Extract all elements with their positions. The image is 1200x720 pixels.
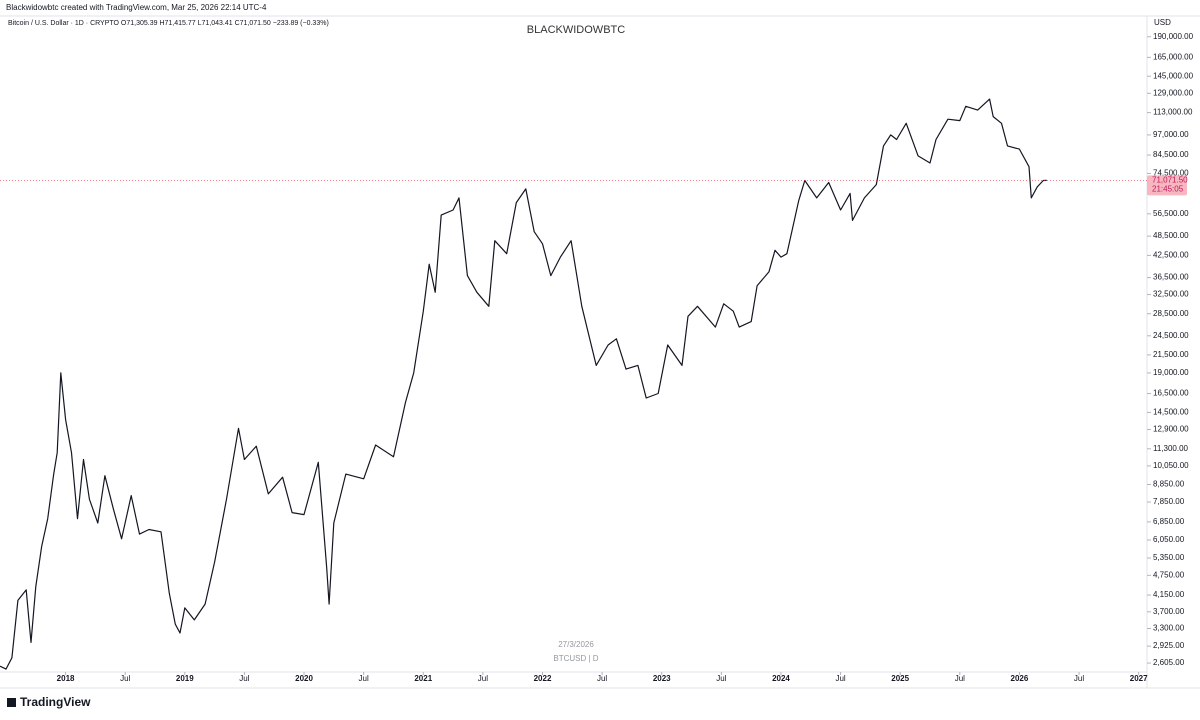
y-tick-label: 190,000.00 (1153, 32, 1194, 41)
x-tick-label: Jul (955, 674, 965, 683)
y-tick-label: 56,500.00 (1153, 209, 1189, 218)
y-tick-label: 11,300.00 (1153, 444, 1189, 453)
x-tick-label: 2026 (1011, 674, 1029, 683)
watermark-symbol: BTCUSD | D (553, 654, 598, 663)
x-tick-label: Jul (359, 674, 369, 683)
logo: TradingView (7, 695, 91, 709)
y-tick-label: 36,500.00 (1153, 273, 1189, 282)
x-tick-label: Jul (478, 674, 488, 683)
countdown: 21:45:05 (1152, 184, 1184, 193)
x-tick-label: 2024 (772, 674, 790, 683)
y-tick-label: 97,000.00 (1153, 130, 1189, 139)
x-tick-label: 2018 (57, 674, 75, 683)
y-axis-label: USD (1154, 18, 1171, 27)
x-tick-label: Jul (716, 674, 726, 683)
y-tick-label: 113,000.00 (1153, 108, 1193, 117)
y-tick-label: 24,500.00 (1153, 331, 1189, 340)
logo-icon (7, 698, 16, 707)
logo-text: TradingView (20, 695, 91, 709)
x-tick-label: 2025 (891, 674, 909, 683)
y-tick-label: 2,925.00 (1153, 641, 1185, 650)
credit: Blackwidowbtc created with TradingView.c… (6, 3, 267, 12)
x-tick-label: Jul (120, 674, 130, 683)
y-tick-label: 3,700.00 (1153, 607, 1185, 616)
y-tick-label: 6,850.00 (1153, 517, 1185, 526)
y-tick-label: 165,000.00 (1153, 52, 1194, 61)
y-tick-label: 48,500.00 (1153, 231, 1189, 240)
y-tick-label: 12,900.00 (1153, 425, 1189, 434)
y-tick-label: 5,350.00 (1153, 553, 1185, 562)
x-tick-label: 2027 (1130, 674, 1148, 683)
y-tick-label: 10,050.00 (1153, 461, 1189, 470)
y-tick-label: 74,500.00 (1153, 169, 1189, 178)
y-tick-label: 4,750.00 (1153, 570, 1185, 579)
y-tick-label: 7,850.00 (1153, 497, 1185, 506)
symbol-line: Bitcoin / U.S. Dollar · 1D · CRYPTO O71,… (8, 20, 329, 27)
y-tick-label: 42,500.00 (1153, 251, 1189, 260)
y-tick-label: 8,850.00 (1153, 480, 1185, 489)
y-tick-label: 3,300.00 (1153, 624, 1185, 633)
x-tick-label: 2020 (295, 674, 313, 683)
y-tick-label: 4,150.00 (1153, 590, 1185, 599)
x-tick-label: Jul (835, 674, 845, 683)
y-tick-label: 28,500.00 (1153, 309, 1189, 318)
y-tick-label: 129,000.00 (1153, 88, 1194, 97)
y-tick-label: 2,605.00 (1153, 658, 1185, 667)
y-tick-label: 32,500.00 (1153, 290, 1189, 299)
y-tick-label: 145,000.00 (1153, 71, 1194, 80)
y-tick-label: 6,050.00 (1153, 535, 1185, 544)
chart-title: BLACKWIDOWBTC (527, 24, 625, 36)
y-tick-label: 14,500.00 (1153, 408, 1189, 417)
x-tick-label: 2023 (653, 674, 671, 683)
x-tick-label: 2022 (534, 674, 552, 683)
y-tick-label: 19,000.00 (1153, 368, 1189, 377)
last-price-box (1147, 175, 1187, 196)
x-tick-label: Jul (597, 674, 607, 683)
price-line (0, 98, 1047, 670)
x-tick-label: 2021 (414, 674, 432, 683)
watermark-date: 27/3/2026 (558, 640, 594, 649)
y-tick-label: 84,500.00 (1153, 150, 1189, 159)
x-tick-label: Jul (1074, 674, 1084, 683)
x-tick-label: Jul (239, 674, 249, 683)
y-tick-label: 16,500.00 (1153, 389, 1189, 398)
x-tick-label: 2019 (176, 674, 194, 683)
last-price-label: 71,071.50 (1152, 175, 1188, 184)
y-tick-label: 21,500.00 (1153, 350, 1189, 359)
